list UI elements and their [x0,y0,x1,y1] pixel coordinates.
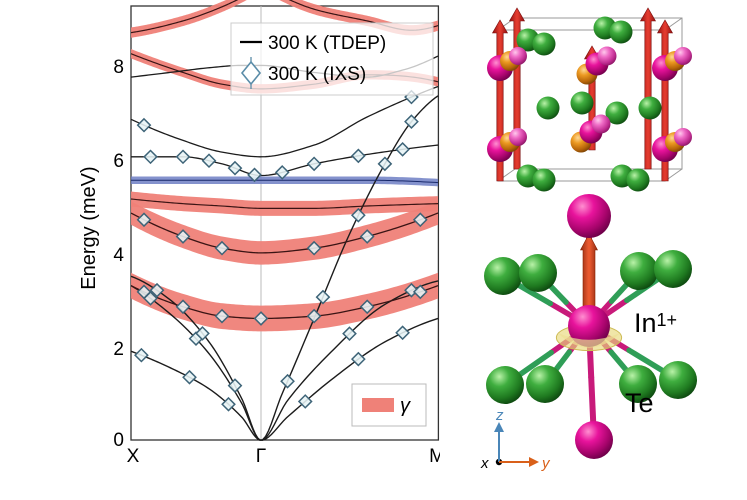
svg-text:300 K (IXS): 300 K (IXS) [268,64,366,85]
svg-text:Te: Te [625,388,654,418]
svg-text:6: 6 [113,151,124,172]
svg-text:z: z [495,407,504,424]
svg-text:300 K (TDEP): 300 K (TDEP) [268,33,386,54]
svg-text:M: M [429,446,440,467]
svg-text:8: 8 [113,57,124,78]
svg-text:X: X [127,446,140,467]
svg-text:In1+: In1+ [634,308,677,338]
svg-text:2: 2 [113,339,124,360]
svg-text:Energy (meV): Energy (meV) [78,166,100,289]
svg-text:Γ: Γ [256,446,266,467]
svg-text:γ: γ [400,395,411,417]
svg-text:4: 4 [113,245,124,266]
svg-text:y: y [541,455,551,472]
svg-text:0: 0 [113,430,124,451]
svg-text:x: x [480,455,489,472]
